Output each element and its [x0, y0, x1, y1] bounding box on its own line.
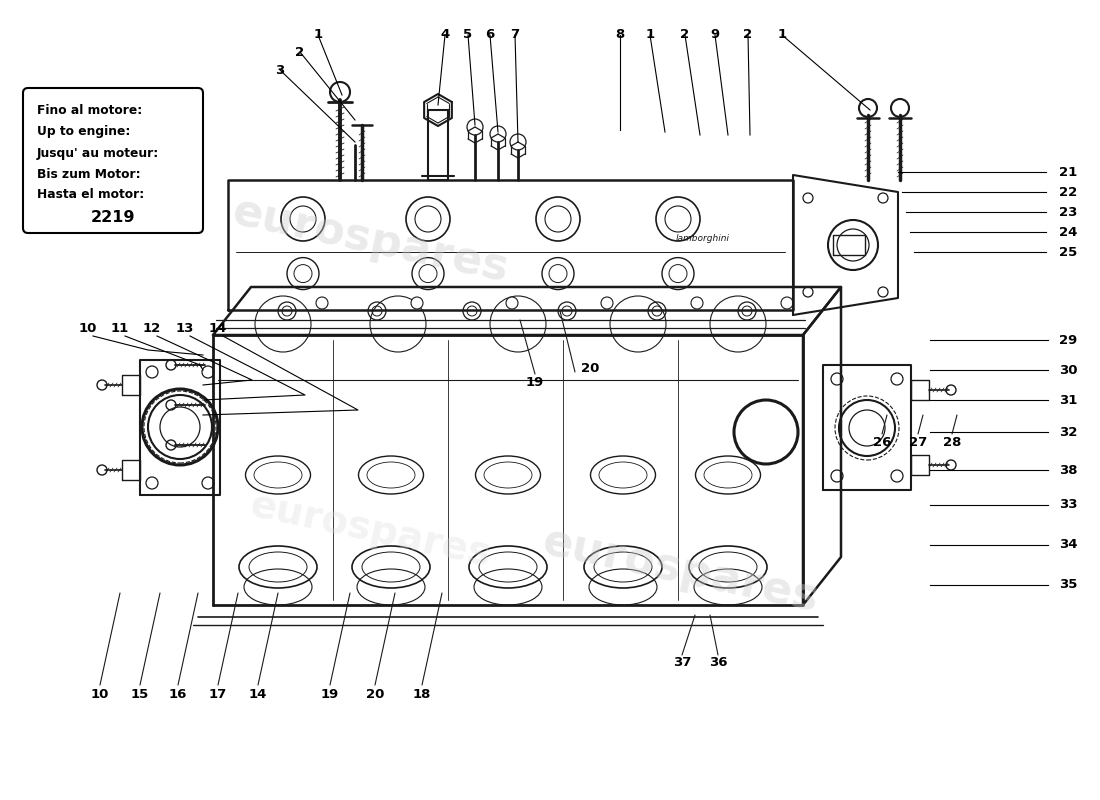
Text: 1: 1	[314, 29, 322, 42]
Text: 23: 23	[1059, 206, 1077, 218]
Circle shape	[506, 297, 518, 309]
Circle shape	[691, 297, 703, 309]
Text: 19: 19	[321, 689, 339, 702]
Text: 14: 14	[209, 322, 228, 334]
Text: 22: 22	[1059, 186, 1077, 198]
Text: 21: 21	[1059, 166, 1077, 178]
Text: 4: 4	[440, 29, 450, 42]
FancyBboxPatch shape	[23, 88, 204, 233]
Text: 37: 37	[673, 657, 691, 670]
Text: 8: 8	[615, 29, 625, 42]
Text: 29: 29	[1059, 334, 1077, 346]
Circle shape	[316, 297, 328, 309]
Text: 28: 28	[943, 435, 961, 449]
Text: 33: 33	[1058, 498, 1077, 511]
Circle shape	[601, 297, 613, 309]
Text: 27: 27	[909, 435, 927, 449]
Text: Fino al motore:: Fino al motore:	[37, 105, 142, 118]
Text: 24: 24	[1059, 226, 1077, 238]
Text: 34: 34	[1058, 538, 1077, 551]
Text: 17: 17	[209, 689, 227, 702]
Text: 36: 36	[708, 657, 727, 670]
Text: eurospares: eurospares	[228, 190, 513, 290]
Text: 25: 25	[1059, 246, 1077, 258]
Text: 7: 7	[510, 29, 519, 42]
Text: 20: 20	[581, 362, 600, 374]
Text: lamborghini: lamborghini	[676, 234, 730, 243]
Text: Hasta el motor:: Hasta el motor:	[37, 189, 144, 202]
Circle shape	[891, 99, 909, 117]
Text: 6: 6	[485, 29, 495, 42]
Text: 18: 18	[412, 689, 431, 702]
Text: 2: 2	[681, 29, 690, 42]
Text: 11: 11	[111, 322, 129, 334]
Text: 16: 16	[168, 689, 187, 702]
Text: 10: 10	[79, 322, 97, 334]
Text: 2: 2	[296, 46, 305, 58]
Circle shape	[330, 82, 350, 102]
Text: 10: 10	[91, 689, 109, 702]
Text: 2219: 2219	[90, 210, 135, 226]
Text: Up to engine:: Up to engine:	[37, 126, 131, 138]
Circle shape	[510, 134, 526, 150]
Text: 14: 14	[249, 689, 267, 702]
Text: 1: 1	[778, 29, 786, 42]
Text: 30: 30	[1058, 363, 1077, 377]
Text: 19: 19	[526, 375, 544, 389]
Text: 15: 15	[131, 689, 150, 702]
Circle shape	[781, 297, 793, 309]
Text: 13: 13	[176, 322, 195, 334]
Circle shape	[411, 297, 424, 309]
Text: 9: 9	[711, 29, 719, 42]
Circle shape	[859, 99, 877, 117]
Circle shape	[468, 119, 483, 135]
Text: 26: 26	[872, 435, 891, 449]
Text: 2: 2	[744, 29, 752, 42]
Text: 3: 3	[275, 63, 285, 77]
Text: Jusqu' au moteur:: Jusqu' au moteur:	[37, 146, 160, 159]
Text: 38: 38	[1058, 463, 1077, 477]
Text: 1: 1	[646, 29, 654, 42]
Text: 5: 5	[463, 29, 473, 42]
Text: 31: 31	[1059, 394, 1077, 406]
FancyBboxPatch shape	[428, 110, 448, 180]
Text: eurospares: eurospares	[246, 486, 494, 574]
Text: Bis zum Motor:: Bis zum Motor:	[37, 167, 141, 181]
Text: 12: 12	[143, 322, 161, 334]
Text: eurospares: eurospares	[538, 520, 822, 620]
Text: 35: 35	[1059, 578, 1077, 591]
Text: 32: 32	[1059, 426, 1077, 438]
Circle shape	[490, 126, 506, 142]
Text: 20: 20	[366, 689, 384, 702]
